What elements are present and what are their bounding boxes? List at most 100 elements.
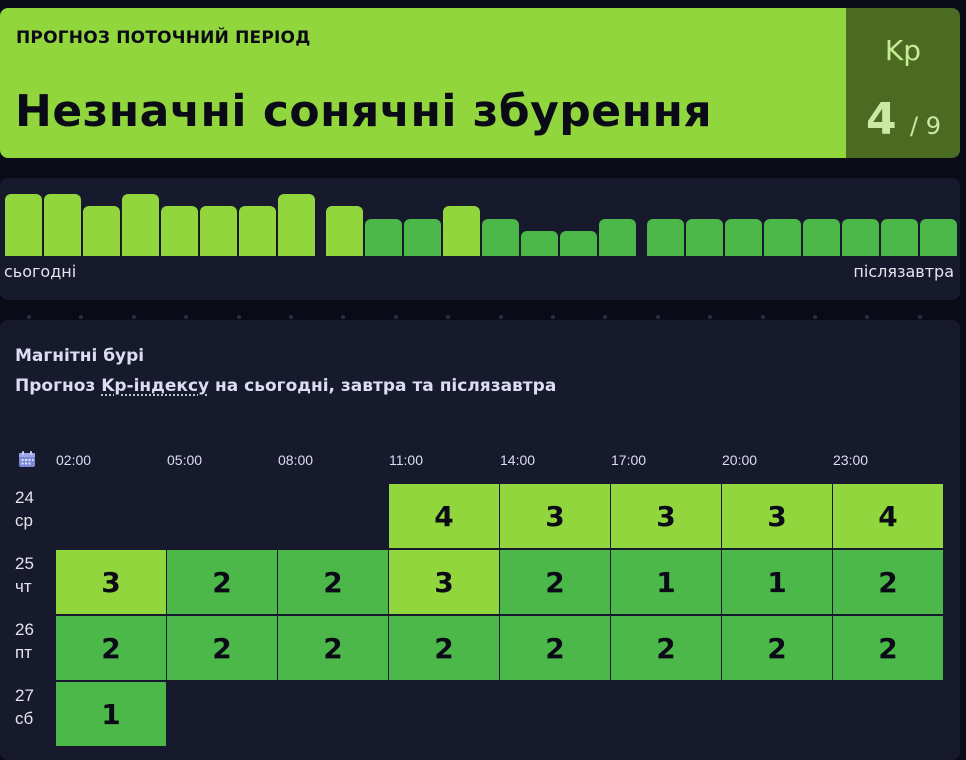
kp-bar	[200, 206, 237, 256]
day-weekday: чт	[15, 577, 32, 596]
divider-dot	[865, 315, 870, 319]
divider-dot	[131, 315, 136, 319]
kp-bar	[482, 219, 519, 256]
divider-dot	[341, 315, 346, 319]
day-label: 26 пт	[15, 618, 34, 664]
kp-bar	[599, 219, 636, 256]
kp-value: 4	[866, 94, 897, 145]
forecast-banner: ПРОГНОЗ ПОТОЧНИЙ ПЕРІОД Незначні сонячні…	[0, 8, 960, 158]
kp-box: Kp 4 / 9	[846, 8, 960, 158]
kp-bar	[920, 219, 957, 256]
kp-bar	[365, 219, 402, 256]
divider-dots	[0, 312, 960, 320]
kp-cell: 2	[389, 616, 499, 680]
kp-label: Kp	[884, 34, 922, 67]
forecast-grid: 02:00 05:00 08:00 11:00 14:00 17:00 20:00 23:00…	[0, 320, 960, 760]
divider-dot	[236, 315, 241, 319]
day-weekday: сб	[15, 709, 34, 728]
kp-cell: 3	[56, 550, 166, 614]
kp-bar	[122, 194, 159, 256]
banner-subtitle: ПРОГНОЗ ПОТОЧНИЙ ПЕРІОД	[16, 28, 311, 48]
banner-title: Незначні сонячні збурення	[15, 86, 713, 137]
kp-max: / 9	[910, 112, 941, 140]
kp-bar	[803, 219, 840, 256]
time-header: 23:00	[833, 452, 869, 468]
subtitle-prefix: Прогноз	[15, 376, 102, 396]
kp-cell: 1	[56, 682, 166, 746]
bars-label-today: сьогодні	[4, 262, 77, 281]
divider-dot	[917, 315, 922, 319]
divider-dot	[655, 315, 660, 319]
time-header: 05:00	[167, 452, 203, 468]
bars-label-day-after: післязавтра	[853, 262, 954, 281]
kp-bar	[764, 219, 801, 256]
kp-index-link[interactable]: Kp-індексу	[101, 376, 210, 396]
kp-cell: 3	[611, 484, 721, 548]
time-header: 14:00	[500, 452, 536, 468]
subtitle-suffix: на сьогодні, завтра та післязавтра	[209, 376, 557, 396]
day-label: 27 сб	[15, 684, 34, 730]
banner-main: ПРОГНОЗ ПОТОЧНИЙ ПЕРІОД Незначні сонячні…	[0, 8, 846, 158]
kp-bars-card: сьогодні післязавтра	[0, 178, 960, 300]
divider-dot	[184, 315, 189, 319]
divider-dot	[27, 315, 31, 319]
forecast-subtitle: Прогноз Kp-індексу на сьогодні, завтра т…	[15, 376, 556, 396]
kp-cell: 1	[611, 550, 721, 614]
kp-bar	[83, 206, 120, 256]
day-date: 26	[15, 620, 34, 639]
kp-cell: 2	[500, 616, 610, 680]
day-label: 25 чт	[15, 552, 34, 598]
day-weekday: пт	[15, 643, 32, 662]
kp-bar	[443, 206, 480, 256]
forecast-card: Магнітні бурі Прогноз Kp-індексу на сьог…	[0, 320, 960, 760]
kp-bar	[161, 206, 198, 256]
divider-dot	[393, 315, 398, 319]
day-date: 25	[15, 554, 34, 573]
kp-cell: 2	[167, 550, 277, 614]
time-header: 20:00	[722, 452, 758, 468]
day-label: 24 ср	[15, 486, 34, 532]
kp-bar	[560, 231, 597, 256]
divider-dot	[551, 315, 555, 319]
kp-bar	[521, 231, 558, 256]
divider-dot	[603, 315, 608, 319]
day-date: 24	[15, 488, 34, 507]
divider-dot	[79, 315, 84, 319]
kp-bar	[842, 219, 879, 256]
kp-cell: 2	[56, 616, 166, 680]
kp-bar	[239, 206, 276, 256]
kp-cell: 4	[833, 484, 943, 548]
divider-dot	[446, 315, 451, 319]
kp-cell: 2	[722, 616, 832, 680]
time-header: 02:00	[56, 452, 92, 468]
kp-cell: 2	[500, 550, 610, 614]
kp-bar	[44, 194, 81, 256]
kp-bar	[725, 219, 762, 256]
kp-cell: 3	[500, 484, 610, 548]
kp-cell: 2	[833, 550, 943, 614]
divider-dot	[289, 315, 293, 319]
kp-cell: 2	[833, 616, 943, 680]
kp-cell: 2	[278, 616, 388, 680]
kp-bars	[0, 178, 960, 256]
kp-cell: 2	[167, 616, 277, 680]
kp-bar	[278, 194, 315, 256]
kp-cell: 4	[389, 484, 499, 548]
kp-cell: 3	[389, 550, 499, 614]
kp-bar	[647, 219, 684, 256]
kp-bar	[404, 219, 441, 256]
time-header: 17:00	[611, 452, 647, 468]
kp-cell: 2	[278, 550, 388, 614]
calendar-icon	[19, 451, 35, 467]
divider-dot	[760, 315, 765, 319]
kp-bar	[5, 194, 42, 256]
time-header: 11:00	[389, 452, 423, 468]
forecast-title: Магнітні бурі	[15, 346, 145, 366]
kp-bar	[686, 219, 723, 256]
divider-dot	[813, 315, 817, 319]
kp-cell: 2	[611, 616, 721, 680]
kp-cell: 3	[722, 484, 832, 548]
day-weekday: ср	[15, 511, 33, 530]
divider-dot	[708, 315, 713, 319]
kp-bar	[326, 206, 363, 256]
